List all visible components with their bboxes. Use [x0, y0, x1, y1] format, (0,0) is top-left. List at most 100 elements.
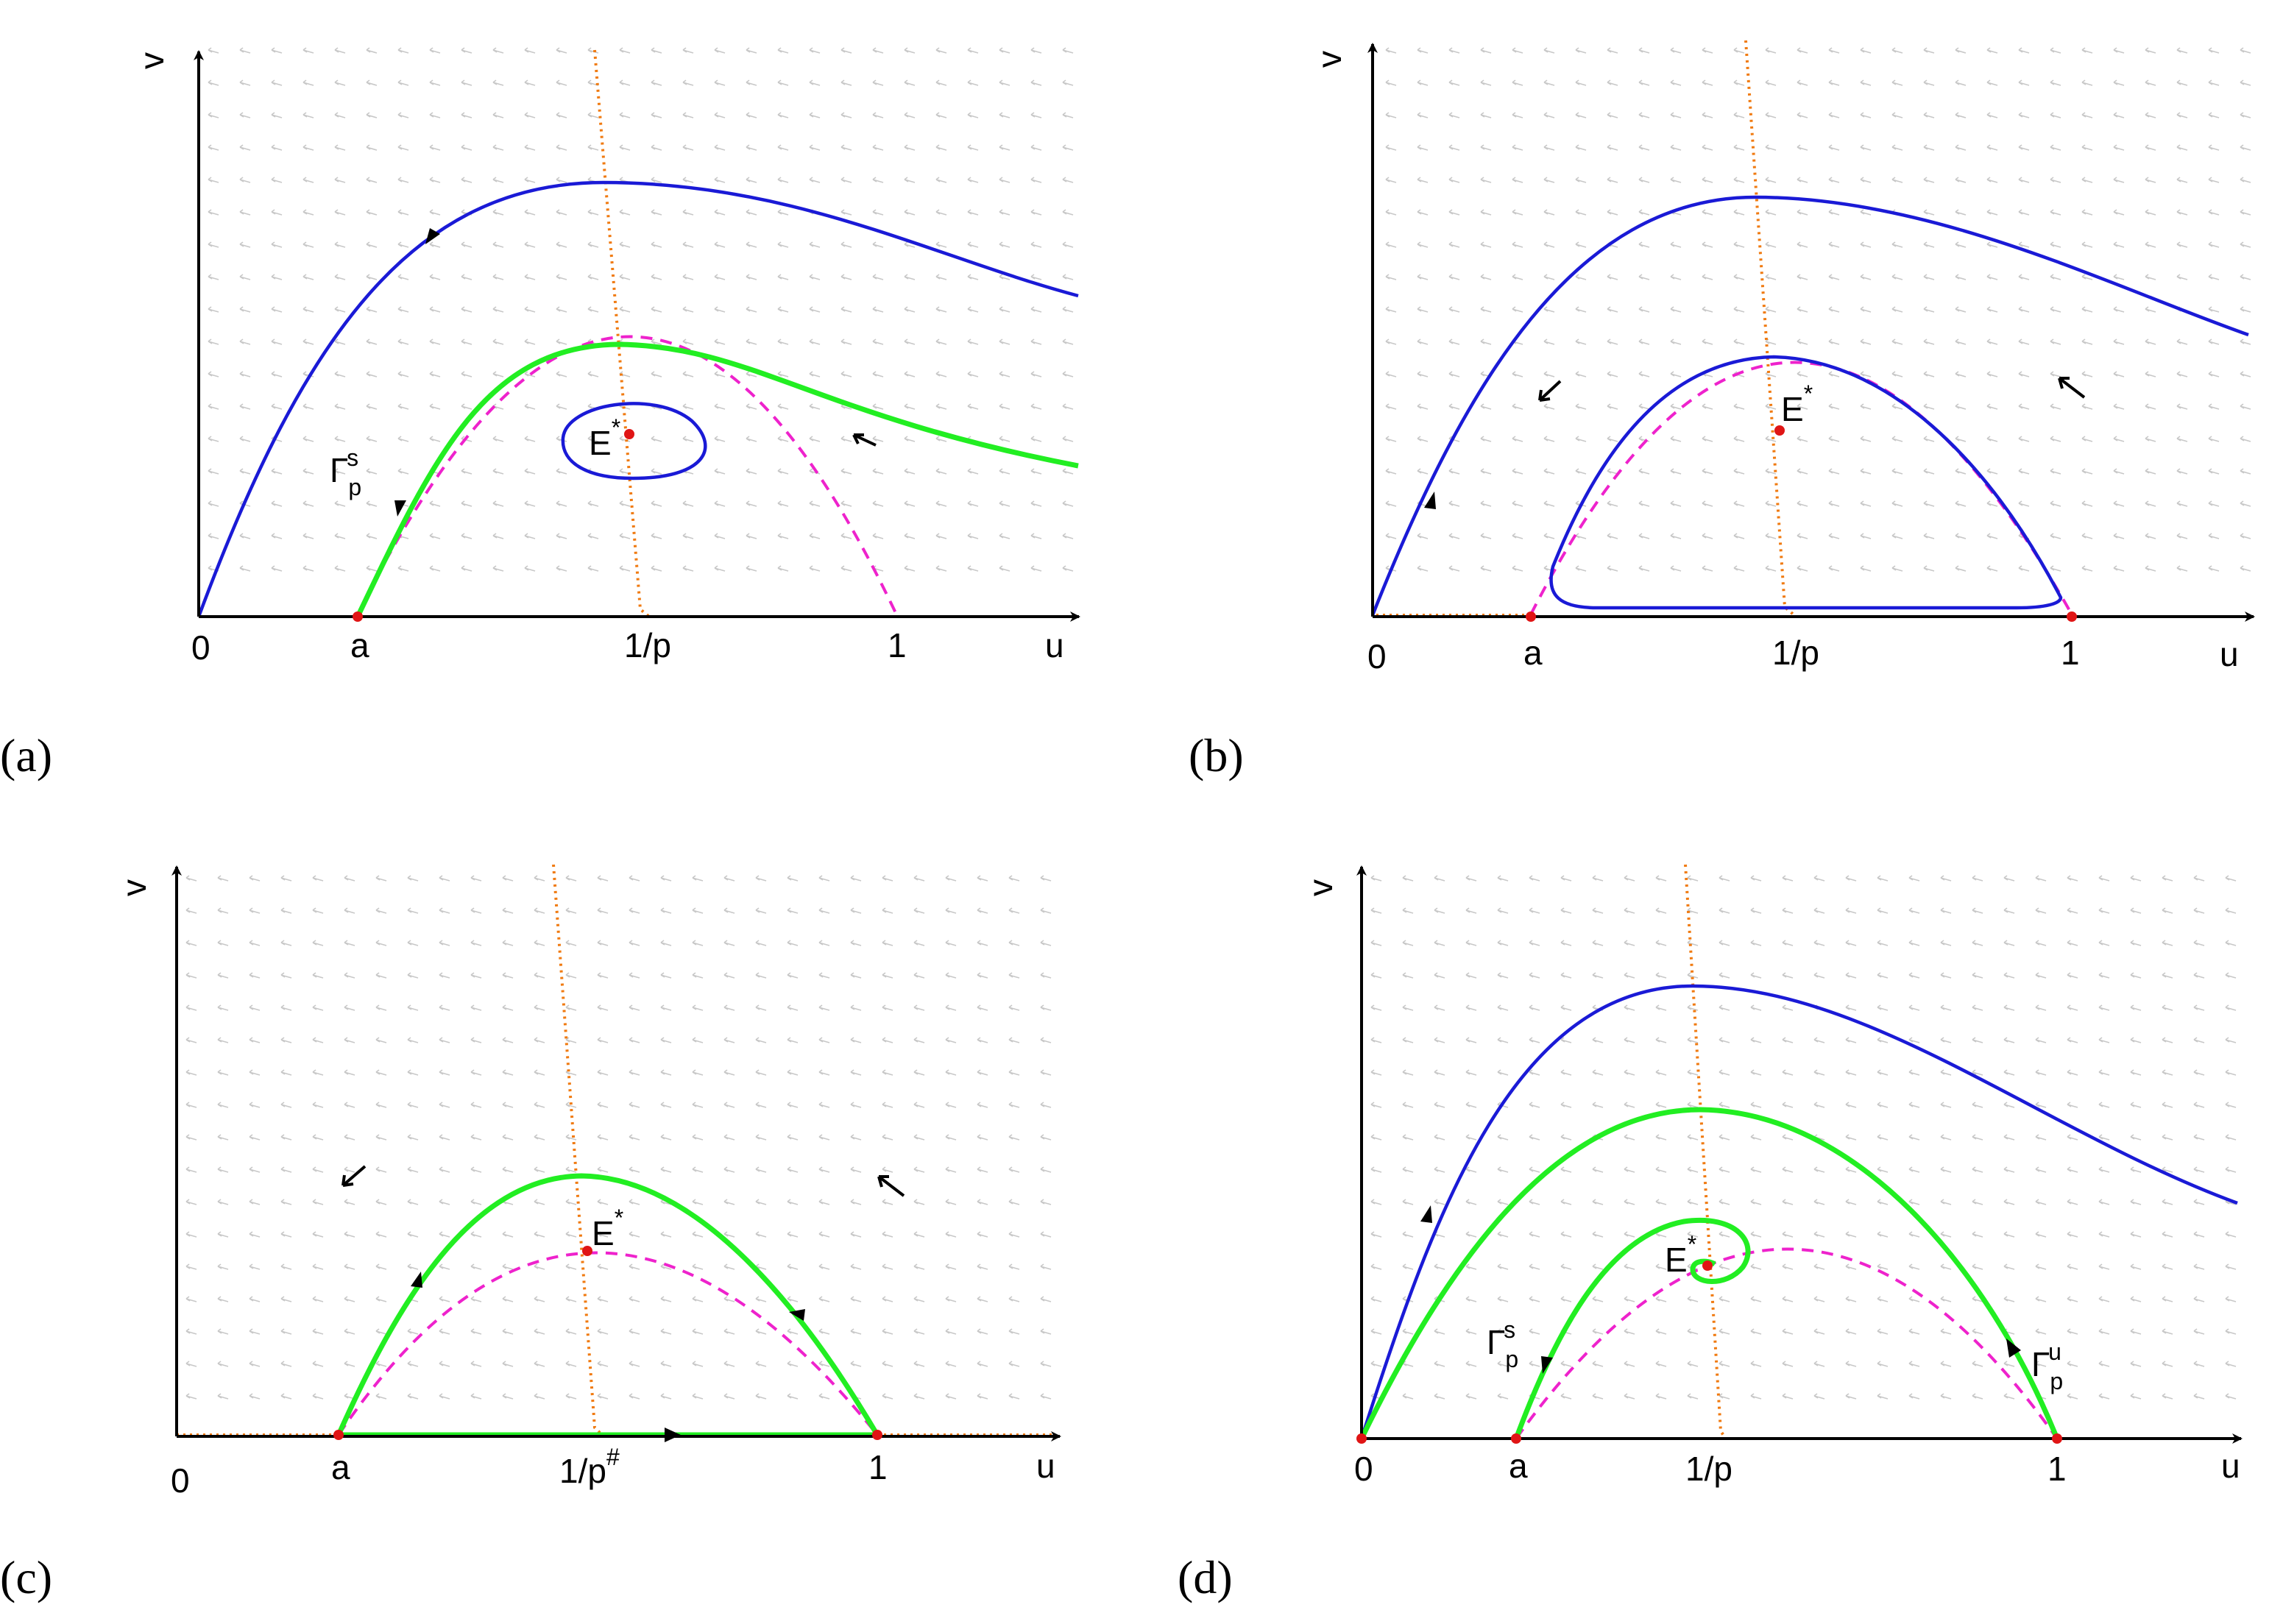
vector-field-arrow — [1891, 468, 1903, 475]
vector-field-arrow — [1465, 972, 1477, 979]
vector-field-arrow — [492, 468, 504, 475]
v-axis-label: v — [132, 52, 171, 69]
vector-field-arrow — [967, 144, 979, 151]
vector-field-arrow — [461, 144, 472, 151]
vector-field-arrow — [1040, 1069, 1052, 1076]
vector-field-arrow — [470, 907, 482, 914]
vector-field-arrow — [755, 1102, 767, 1108]
vector-field-arrow — [375, 972, 387, 979]
vector-field-arrow — [809, 177, 821, 183]
vector-field-arrow — [439, 907, 450, 914]
vector-field-arrow — [1986, 209, 1998, 216]
vector-field-arrow — [945, 940, 957, 946]
vector-field-arrow — [2208, 112, 2220, 118]
vector-field-arrow — [1040, 875, 1052, 882]
vector-field-arrow — [407, 940, 419, 946]
vector-field-arrow — [755, 1296, 767, 1302]
vector-field-arrow — [280, 940, 292, 946]
vector-field-arrow — [1062, 338, 1074, 345]
vector-field-arrow — [850, 1361, 862, 1367]
vector-field-arrow — [407, 1069, 419, 1076]
vector-field-arrow — [217, 972, 229, 979]
vector-field-arrow — [1008, 972, 1020, 979]
vector-field-arrow — [1512, 79, 1523, 86]
vector-field-arrow — [2050, 177, 2061, 183]
vector-field-arrow — [787, 1102, 799, 1108]
vector-field-arrow — [1512, 500, 1523, 507]
vector-field-arrow — [619, 241, 631, 248]
vector-field-arrow — [1529, 1263, 1540, 1270]
vector-field-arrow — [1624, 1037, 1635, 1043]
vector-field-arrow — [1465, 875, 1477, 882]
vector-field-arrow — [1480, 533, 1492, 539]
vector-field-arrow — [1062, 79, 1074, 86]
vector-field-arrow — [1543, 403, 1555, 410]
vector-field-arrow — [2225, 1069, 2237, 1076]
vector-field-arrow — [524, 436, 536, 442]
vector-field-arrow — [366, 533, 378, 539]
vector-field-arrow — [945, 1134, 957, 1141]
vector-field-arrow — [809, 371, 821, 377]
vector-field-arrow — [1480, 177, 1492, 183]
vector-field-arrow — [397, 403, 409, 410]
vector-field-arrow — [723, 1328, 735, 1335]
vector-field-arrow — [344, 875, 355, 882]
vector-field-arrow — [502, 1004, 514, 1011]
vector-field-arrow — [2193, 972, 2205, 979]
vector-field-arrow — [1448, 403, 1460, 410]
vector-field-arrow — [2130, 1102, 2142, 1108]
vector-field-arrow — [1670, 177, 1682, 183]
vector-field-arrow — [597, 972, 609, 979]
vector-field-arrow — [651, 533, 662, 539]
vector-field-arrow — [2113, 500, 2125, 507]
tick-inv-p: 1/p — [1685, 1450, 1732, 1488]
vector-field-arrow — [2225, 1361, 2237, 1367]
vector-field-arrow — [1702, 241, 1713, 248]
vector-field-arrow — [809, 338, 821, 345]
vector-field-arrow — [1560, 1199, 1572, 1205]
vector-field-arrow — [334, 241, 346, 248]
vector-field-arrow — [1385, 436, 1397, 442]
vector-field-arrow — [492, 500, 504, 507]
vector-field-arrow — [1845, 1263, 1857, 1270]
vector-field-arrow — [1008, 875, 1020, 882]
vector-field-arrow — [1575, 241, 1587, 248]
vector-field-arrow — [1030, 177, 1042, 183]
vector-field-arrow — [2193, 907, 2205, 914]
vector-field-arrow — [556, 306, 567, 313]
vector-field-arrow — [872, 209, 884, 216]
vector-field-arrow — [629, 972, 640, 979]
vector-field-arrow — [1797, 209, 1808, 216]
vector-field-arrow — [2162, 1166, 2173, 1173]
vector-field-arrow — [1923, 371, 1935, 377]
vector-field-arrow — [682, 177, 694, 183]
vector-field-arrow — [2162, 972, 2173, 979]
tick-a: a — [1523, 634, 1543, 672]
vector-field-arrow — [2240, 209, 2251, 216]
vector-field-arrow — [977, 1263, 988, 1270]
vector-field-arrow — [1497, 1134, 1509, 1141]
vector-field-arrow — [1782, 1328, 1794, 1335]
vector-field-arrow — [1986, 500, 1998, 507]
vector-field-arrow — [1030, 565, 1042, 572]
vector-field-arrow — [407, 875, 419, 882]
vector-field-arrow — [2018, 274, 2030, 280]
vector-field-arrow — [271, 338, 283, 345]
vector-field-arrow — [312, 1069, 324, 1076]
vector-field-arrow — [945, 907, 957, 914]
vector-field-arrow — [397, 306, 409, 313]
vector-field-arrow — [397, 144, 409, 151]
vector-field-arrow — [1624, 875, 1635, 882]
vector-field-arrow — [787, 1361, 799, 1367]
vector-field-arrow — [1733, 468, 1745, 475]
vector-field-arrow — [1385, 403, 1397, 410]
vector-field-arrow — [692, 1069, 704, 1076]
vector-field-arrow — [1370, 972, 1382, 979]
vector-field-arrow — [312, 907, 324, 914]
vector-field-arrow — [1040, 1296, 1052, 1302]
vector-field-arrow — [597, 1134, 609, 1141]
vector-field-arrow — [818, 1361, 830, 1367]
vector-field-arrow — [1986, 565, 1998, 572]
vector-field-arrow — [818, 1263, 830, 1270]
vector-field-arrow — [2067, 1134, 2078, 1141]
